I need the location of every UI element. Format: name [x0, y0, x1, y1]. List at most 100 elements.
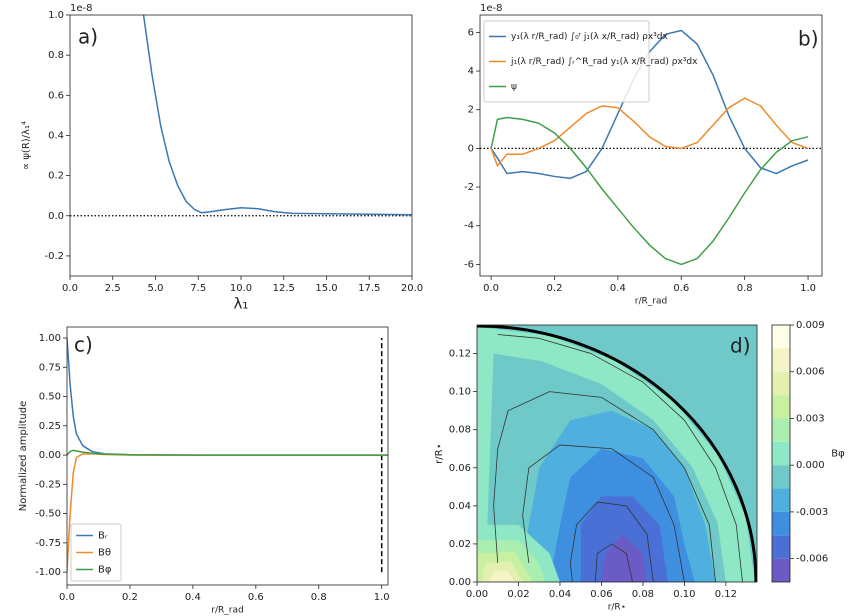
y-tick-label: 0.06: [449, 463, 471, 474]
y-tick-label: 0.00: [449, 577, 471, 588]
y-tick-label: 0: [468, 143, 474, 154]
x-tick-label: 0.08: [632, 589, 654, 600]
panel-label: c): [74, 333, 93, 357]
x-tick-label: 0.6: [248, 592, 264, 603]
legend-box: [483, 20, 650, 103]
y-tick-label: 0.4: [48, 130, 64, 141]
contour-region: [489, 570, 515, 582]
offset-text: 1e-8: [480, 3, 503, 14]
colorbar-tick-label: 0.000: [796, 460, 825, 471]
x-tick-label: 0.2: [547, 283, 563, 294]
y-tick-label: 0.6: [48, 90, 64, 101]
y-axis-label: ∝ ψ(R)/λ₁⁴: [21, 121, 32, 170]
x-tick-label: 7.5: [190, 283, 206, 294]
x-axis-label: r/R_rad: [635, 297, 667, 307]
streamline: [522, 444, 685, 582]
colorbar-band: [772, 535, 790, 559]
y-tick-label: -6: [464, 259, 474, 270]
colorbar-band: [772, 488, 790, 512]
x-tick-label: 5.0: [148, 283, 164, 294]
colorbar-band: [772, 418, 790, 442]
x-tick-label: 0.0: [62, 283, 78, 294]
colorbar-tick-label: 0.003: [796, 413, 825, 424]
x-tick-label: 17.5: [358, 283, 380, 294]
x-tick-label: 0.2: [122, 592, 138, 603]
x-tick-label: 1.0: [800, 283, 816, 294]
star-boundary: [477, 325, 757, 582]
colorbar-label: Bφ: [831, 449, 845, 460]
x-tick-label: 0.0: [59, 592, 75, 603]
x-tick-label: 10.0: [230, 283, 252, 294]
colorbar-tick-label: 0.006: [796, 367, 825, 378]
y-tick-label: 0.00: [39, 450, 61, 461]
x-tick-label: 0.8: [311, 592, 327, 603]
plot-area: [477, 325, 757, 582]
y-tick-label: 0.8: [48, 50, 64, 61]
colorbar-frame: [771, 324, 791, 583]
colorbar-tick-label: -0.003: [796, 507, 828, 518]
colorbar-tick-label: -0.006: [796, 554, 828, 565]
x-tick-label: 0.8: [737, 283, 753, 294]
series-line: [490, 116, 809, 266]
colorbar-band: [772, 325, 790, 349]
series-line: [67, 337, 388, 456]
x-tick-label: 15.0: [315, 283, 337, 294]
legend-label: Bᵣ: [98, 531, 108, 542]
legend-label: j₁(λ r/R_rad) ∫ᵣ^R_rad y₁(λ x/R_rad) ρx³…: [510, 57, 698, 67]
legend-label: y₁(λ r/R_rad) ∫₀ʳ j₁(λ x/R_rad) ρx³dx: [511, 32, 668, 42]
y-tick-label: 0.0: [48, 211, 64, 222]
y-tick-label: -4: [464, 221, 474, 232]
offset-text: 1e-8: [70, 3, 93, 14]
y-tick-label: 0.12: [449, 349, 471, 360]
x-axis-label: λ₁: [234, 295, 249, 313]
streamline: [497, 334, 743, 582]
plot-area: [67, 337, 388, 573]
legend-label: ψ: [511, 82, 517, 92]
colorbar-band: [772, 395, 790, 419]
contour-region: [601, 534, 648, 582]
y-tick-label: -2: [464, 182, 474, 193]
plot-area: [70, 15, 412, 217]
series-line: [142, 15, 412, 216]
x-tick-label: 0.4: [610, 283, 626, 294]
x-tick-label: 0.6: [673, 283, 689, 294]
legend-box: [70, 523, 122, 582]
colorbar-band: [772, 348, 790, 372]
x-tick-label: 0.12: [715, 589, 737, 600]
y-tick-label: 1.0: [48, 10, 64, 21]
y-tick-label: 4: [468, 66, 474, 77]
colorbar-band: [772, 371, 790, 396]
y-axis-label: Normalized amplitude: [18, 401, 29, 511]
y-tick-label: 2: [468, 105, 474, 116]
streamline: [493, 391, 716, 582]
axes-frame: [69, 14, 413, 277]
y-tick-label: -0.50: [35, 509, 61, 520]
series-line: [67, 449, 388, 456]
x-tick-label: 0.0: [483, 283, 499, 294]
y-axis-label: r/R⋆: [434, 443, 445, 464]
colorbar-tick-label: 0.009: [796, 320, 825, 331]
colorbar-band: [772, 511, 790, 536]
y-tick-label: 0.08: [449, 425, 471, 436]
y-tick-label: 1.00: [39, 333, 61, 344]
axes-frame: [476, 324, 758, 583]
x-tick-label: 2.5: [105, 283, 121, 294]
y-tick-label: 0.75: [39, 362, 61, 373]
x-tick-label: 1.0: [374, 592, 390, 603]
y-tick-label: 0.50: [39, 392, 61, 403]
x-axis-label: r/R⋆: [608, 603, 627, 613]
y-tick-label: -1.00: [35, 567, 61, 578]
streamline: [569, 501, 654, 582]
axes-frame: [479, 14, 823, 277]
y-tick-label: 0.25: [39, 421, 61, 432]
y-tick-label: -0.75: [35, 538, 61, 549]
y-tick-label: 6: [468, 27, 474, 38]
colorbar-band: [772, 441, 790, 466]
colorbar-band: [772, 558, 790, 582]
series-line: [490, 97, 809, 167]
legend-label: Bθ: [98, 548, 111, 559]
x-tick-label: 12.5: [273, 283, 295, 294]
streamline: [594, 543, 633, 582]
x-tick-label: 0.02: [507, 589, 529, 600]
y-tick-label: 0.2: [48, 171, 64, 182]
